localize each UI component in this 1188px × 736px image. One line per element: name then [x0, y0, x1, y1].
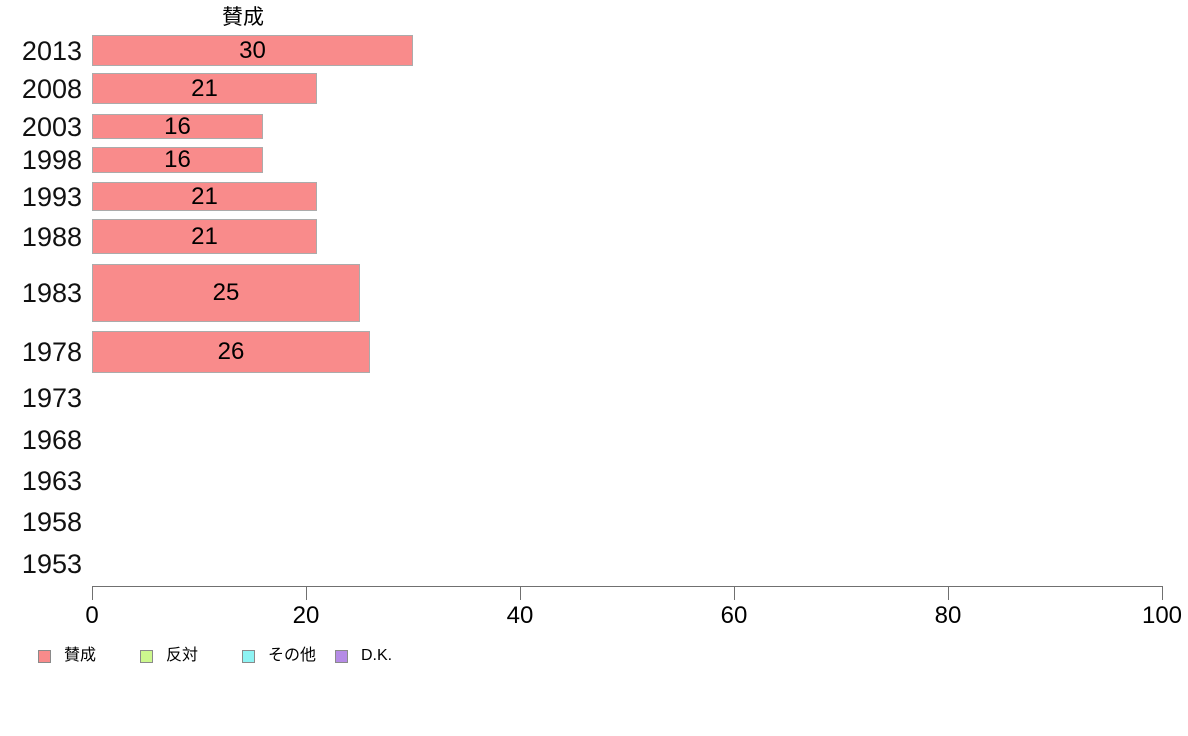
legend-item-2[interactable]: 反対: [140, 648, 198, 664]
x-axis-tick-0: [92, 587, 93, 600]
bar-value-label-2013: 30: [239, 36, 266, 64]
legend-swatch-icon: [242, 649, 255, 663]
x-axis-tick-60: [734, 587, 735, 600]
chart-title: 賛成: [222, 6, 264, 29]
bar-value-label-2008: 21: [191, 74, 218, 102]
y-axis-label-1958: 1958: [21, 507, 82, 537]
bar-2013[interactable]: 30: [92, 35, 413, 66]
bar-1988[interactable]: 21: [92, 219, 317, 254]
bar-1998[interactable]: 16: [92, 146, 263, 173]
y-axis-label-1998: 1998: [21, 145, 82, 175]
x-axis-tick-label-20: 20: [292, 602, 320, 629]
legend-swatch-icon: [140, 649, 153, 663]
y-axis-label-1983: 1983: [21, 278, 82, 308]
bar-1983[interactable]: 25: [92, 264, 360, 322]
bar-value-label-2003: 16: [164, 112, 191, 140]
x-axis-tick-label-100: 100: [1141, 602, 1183, 629]
legend-swatch-icon: [335, 649, 348, 663]
y-axis-label-1988: 1988: [21, 222, 82, 252]
y-axis-label-1993: 1993: [21, 182, 82, 212]
bar-value-label-1978: 26: [217, 338, 245, 365]
legend-label: 賛成: [64, 647, 97, 664]
legend-label: 反対: [166, 647, 199, 664]
y-axis-label-1963: 1963: [21, 466, 82, 496]
x-axis-tick-label-40: 40: [506, 602, 534, 629]
bar-1978[interactable]: 26: [92, 331, 370, 373]
y-axis-label-2013: 2013: [21, 36, 82, 66]
y-axis-label-1978: 1978: [21, 337, 82, 367]
x-axis-tick-80: [948, 587, 949, 600]
y-axis-label-1973: 1973: [21, 383, 82, 413]
x-axis-tick-label-60: 60: [720, 602, 748, 629]
bar-2008[interactable]: 21: [92, 73, 317, 104]
bar-value-label-1983: 25: [212, 279, 240, 306]
legend-label: D.K.: [361, 647, 393, 664]
x-axis-tick-100: [1162, 587, 1163, 600]
x-axis-line: [92, 586, 1163, 587]
legend-swatch-icon: [38, 649, 51, 663]
x-axis-tick-40: [520, 587, 521, 600]
bar-2003[interactable]: 16: [92, 112, 263, 140]
legend-label: その他: [268, 647, 317, 664]
y-axis-label-1968: 1968: [21, 425, 82, 455]
bar-value-label-1998: 16: [164, 146, 191, 173]
legend-item-4[interactable]: D.K.: [335, 648, 392, 664]
bar-value-label-1993: 21: [191, 182, 218, 210]
x-axis-tick-label-80: 80: [934, 602, 962, 629]
y-axis-label-2003: 2003: [21, 112, 82, 142]
y-axis-label-2008: 2008: [21, 74, 82, 104]
x-axis-tick-20: [306, 587, 307, 600]
bar-value-label-1988: 21: [191, 222, 218, 250]
y-axis-label-1953: 1953: [21, 549, 82, 579]
x-axis-tick-label-0: 0: [85, 602, 99, 629]
legend-item-3[interactable]: その他: [242, 648, 316, 664]
legend-item-1[interactable]: 賛成: [38, 648, 96, 664]
bar-1993[interactable]: 21: [92, 182, 317, 211]
